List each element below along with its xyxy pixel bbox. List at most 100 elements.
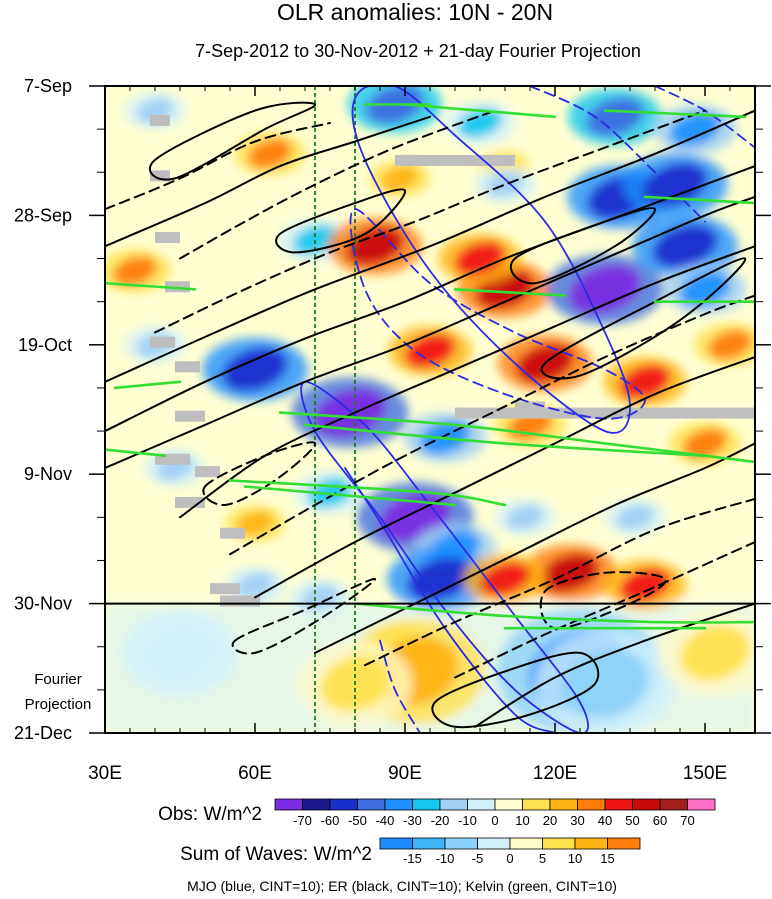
- kelvin-contour: [113, 380, 182, 390]
- missing-data-segment: [155, 453, 190, 465]
- anomaly-core: [223, 348, 287, 391]
- waves-colorbar-label: Sum of Waves: W/m^2: [180, 844, 372, 865]
- missing-data-segment: [220, 595, 260, 607]
- er-contour: [148, 101, 317, 181]
- colorbar-level-label: -10: [458, 813, 477, 828]
- mjo-contour: [344, 467, 556, 733]
- er-contour: [105, 115, 431, 248]
- colorbar-box: [509, 837, 543, 850]
- kelvin-contour: [643, 195, 755, 205]
- y-tick-label: 7-Sep: [24, 76, 72, 96]
- kelvin-contour: [105, 448, 167, 457]
- colorbar-box: [329, 798, 358, 811]
- anomaly-core: [248, 139, 292, 169]
- colorbar-box: [439, 798, 468, 811]
- er-contour: [539, 571, 667, 630]
- projection-label-line1: Fourier: [34, 671, 82, 688]
- anomaly-core: [506, 505, 544, 530]
- anomaly-core: [404, 334, 456, 368]
- colorbar-level-label: -15: [403, 851, 422, 866]
- colorbar-box: [412, 798, 441, 811]
- colorbar-level-label: -50: [348, 813, 367, 828]
- anomaly-core: [679, 624, 751, 681]
- anomaly-field: [105, 86, 755, 733]
- colorbar-level-label: -40: [376, 813, 395, 828]
- colorbar-box: [687, 798, 716, 811]
- colorbar-box: [632, 798, 661, 811]
- anomaly-core: [486, 172, 524, 197]
- kelvin-contour: [105, 281, 197, 291]
- chart-title: OLR anomalies: 10N - 20N: [277, 0, 553, 25]
- er-contour: [254, 356, 755, 599]
- chart-subtitle: 7-Sep-2012 to 30-Nov-2012 + 21-day Fouri…: [195, 41, 641, 61]
- colorbar-box: [302, 798, 331, 811]
- colorbar-box: [274, 798, 303, 811]
- colorbar-level-label: 20: [543, 813, 557, 828]
- er-contour: [202, 441, 317, 507]
- y-tick-label: 21-Dec: [14, 723, 72, 743]
- colorbar-box: [477, 837, 511, 850]
- kelvin-contour: [603, 109, 747, 119]
- colorbar-level-label: -30: [403, 813, 422, 828]
- colorbar-box: [444, 837, 478, 850]
- colorbar-level-label: -70: [293, 813, 312, 828]
- anomaly-core: [144, 624, 216, 681]
- reference-lines: [314, 86, 356, 733]
- colorbar-level-label: -10: [436, 851, 455, 866]
- colorbar-level-label: 60: [653, 813, 667, 828]
- colorbar-box: [604, 798, 633, 811]
- colorbar-box: [577, 798, 606, 811]
- anomaly-core: [616, 505, 654, 530]
- anomaly-core: [236, 511, 274, 536]
- colorbar-box: [357, 798, 386, 811]
- colorbar-box: [607, 837, 641, 850]
- anomaly-core: [569, 265, 641, 314]
- er-contour: [105, 195, 755, 469]
- colorbar-box: [574, 837, 608, 850]
- y-tick-label: 30-Nov: [14, 594, 72, 614]
- kelvin-contour: [303, 423, 707, 457]
- kelvin-contour: [453, 288, 567, 297]
- colorbar-box: [467, 798, 496, 811]
- anomaly-core: [454, 241, 506, 276]
- anomaly-core: [708, 330, 752, 360]
- missing-data-segment: [175, 496, 205, 508]
- y-tick-label: 28-Sep: [14, 205, 72, 225]
- er-contour: [179, 109, 496, 260]
- colorbar-box: [522, 798, 551, 811]
- waves-colorbar: -15 -10 -5 0 5 10 15: [379, 837, 641, 866]
- colorbar-level-label: 0: [506, 851, 513, 866]
- er-contour: [154, 109, 706, 334]
- footer-note: MJO (blue, CINT=10); ER (black, CINT=10)…: [187, 878, 617, 894]
- missing-data-segment: [210, 583, 240, 595]
- kelvin-contour: [243, 485, 457, 507]
- colorbar-level-label: -20: [431, 813, 450, 828]
- missing-data-segment: [150, 170, 170, 182]
- colorbar-box: [412, 837, 446, 850]
- er-contour: [540, 257, 747, 380]
- colorbar-box: [549, 798, 578, 811]
- er-contour: [474, 602, 755, 728]
- er-contours: [105, 101, 755, 729]
- er-contour: [231, 577, 377, 655]
- colorbar-level-label: -60: [321, 813, 340, 828]
- kelvin-contour: [228, 479, 507, 507]
- anomaly-core: [653, 224, 717, 268]
- missing-data-segment: [150, 114, 170, 126]
- colorbar-level-label: 10: [515, 813, 529, 828]
- colorbar-level-label: 5: [539, 851, 546, 866]
- missing-data-segment: [395, 154, 515, 166]
- x-tick-label: 120E: [533, 763, 577, 784]
- er-contour: [105, 165, 755, 433]
- missing-data-segment: [220, 527, 245, 539]
- er-contour: [364, 497, 755, 667]
- mjo-contour: [300, 380, 589, 733]
- x-tick-label: 90E: [388, 763, 422, 784]
- er-contour: [314, 442, 755, 654]
- mjo-contour: [379, 639, 421, 733]
- anomaly-core: [314, 388, 386, 437]
- anomaly-core: [113, 256, 157, 286]
- colorbar-box: [379, 837, 413, 850]
- colorbar-level-label: 40: [598, 813, 612, 828]
